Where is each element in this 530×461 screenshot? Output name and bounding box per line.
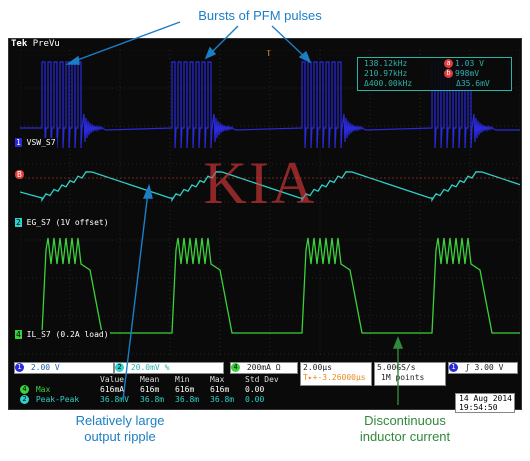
ch4-scale-suffix: Ω	[275, 363, 281, 372]
trigger-level: 3.00 V	[474, 363, 504, 372]
ch4-inductor-current-waveform	[20, 237, 520, 334]
record-length: 1M points	[381, 373, 425, 382]
trigger-position: T▸+-3.26000μs	[303, 373, 366, 382]
annotation-ripple-line1: Relatively large	[75, 413, 165, 428]
ch4-scale-value: 200mA	[246, 363, 271, 372]
ch1-name: VSW_S7	[26, 138, 56, 147]
stats-header-value: Value	[100, 375, 125, 384]
cursor-delta-freq: Δ400.00kHz	[364, 79, 413, 88]
date-text: 14 Aug 2014	[459, 394, 512, 403]
ch2-scale-box[interactable]: 2 20.0mV %	[114, 362, 224, 374]
waveform-display: T	[20, 50, 520, 355]
ch1-switch-waveform	[20, 61, 520, 149]
ch2-label: 2 EG_S7 (1V offset)	[14, 218, 110, 228]
stats-max-min: 616m	[175, 385, 195, 394]
cursor-a-freq: 138.12kHz	[364, 59, 408, 68]
stats-row-pkpk-marker: 2	[20, 395, 29, 404]
acquisition-box[interactable]: 5.00GS/s 1M points	[374, 362, 446, 386]
stats-row-pkpk-name: Peak-Peak	[35, 395, 80, 404]
scope-mode: PreVu	[32, 39, 60, 49]
annotation-pfm-bursts: Bursts of PFM pulses	[198, 8, 322, 23]
cursor-b-dot: b	[444, 69, 453, 78]
stats-header-mean: Mean	[140, 375, 160, 384]
stats-max-mean: 616m	[140, 385, 160, 394]
cursor-delta-volt: Δ35.6mV	[456, 79, 490, 88]
stats-pkpk-max: 36.8m	[210, 395, 235, 404]
trigger-marker-icon: T	[266, 50, 272, 59]
stats-pkpk-mean: 36.8m	[140, 395, 165, 404]
scope-header: Tek PreVu	[8, 38, 522, 50]
trigger-slope-icon: ʃ	[464, 363, 470, 372]
trigger-position-marker: T	[266, 50, 272, 59]
cursor-b-volt: 998mV	[455, 69, 480, 78]
cursor-b-marker: B	[15, 170, 24, 179]
time-text: 19:54:50	[459, 403, 498, 412]
stats-row-max: 4 Max	[20, 385, 50, 395]
ch4-name: IL_S7 (0.2A load)	[26, 330, 109, 339]
cursor-a-volt: 1.03 V	[455, 59, 484, 68]
ch1-marker: 1	[15, 138, 22, 147]
ch4-label: 4 IL_S7 (0.2A load)	[14, 330, 110, 340]
cursor-a-dot: a	[444, 59, 453, 68]
stats-pkpk-min: 36.8m	[175, 395, 200, 404]
cursor-b-freq: 210.97kHz	[364, 69, 408, 78]
ch1-scale-dot: 1	[15, 363, 24, 372]
stats-max-value: 616mA	[100, 385, 125, 394]
measurement-stats-table: Value Mean Min Max Std Dev 4 Max 616mA 6…	[20, 375, 300, 409]
ch2-marker: 2	[15, 218, 22, 227]
annotation-current-line1: Discontinuous	[364, 413, 446, 428]
annotation-current-line2: inductor current	[359, 429, 451, 444]
ch1-label: 1 VSW_S7	[14, 138, 57, 148]
annotation-output-ripple: Relatively large output ripple	[40, 413, 200, 445]
ch2-scale-value: 20.0mV	[130, 363, 160, 372]
stats-row-pkpk: 2 Peak-Peak	[20, 395, 79, 405]
annotation-ripple-line2: output ripple	[84, 429, 156, 444]
ch2-output-ripple-waveform	[20, 171, 520, 203]
stats-pkpk-stddev: 0.00	[245, 395, 265, 404]
ch4-marker: 4	[15, 330, 22, 339]
stats-header-max: Max	[210, 375, 225, 384]
timebase-value: 2.00μs	[303, 363, 332, 372]
ch2-scale-dot: 2	[115, 363, 124, 372]
stats-max-max: 616m	[210, 385, 230, 394]
stats-pkpk-value: 36.8mV	[100, 395, 129, 404]
timebase-box[interactable]: 2.00μs T▸+-3.26000μs	[300, 362, 372, 386]
stats-row-max-marker: 4	[20, 385, 29, 394]
scope-brand: Tek	[11, 39, 28, 49]
ch2-name: EG_S7 (1V offset)	[26, 218, 109, 227]
trigger-box[interactable]: 1 ʃ 3.00 V	[448, 362, 518, 374]
ch4-scale-box[interactable]: 4 200mA Ω	[230, 362, 298, 374]
kia-watermark: KIA	[203, 150, 317, 216]
stats-row-max-name: Max	[35, 385, 51, 394]
ch1-scale-value: 2.00 V	[30, 363, 60, 372]
stats-header-min: Min	[175, 375, 190, 384]
stats-max-stddev: 0.00	[245, 385, 265, 394]
annotation-inductor-current: Discontinuous inductor current	[325, 413, 485, 445]
cursor-b-label: B	[14, 170, 25, 180]
cursor-readout-box: 138.12kHz a 1.03 V 210.97kHz b 998mV Δ40…	[357, 57, 512, 91]
sample-rate: 5.00GS/s	[377, 363, 416, 372]
ch2-scale-suffix: %	[164, 363, 170, 372]
graticule	[20, 50, 520, 355]
ch4-scale-dot: 4	[231, 363, 240, 372]
trigger-channel-dot: 1	[449, 363, 458, 372]
stats-header-stddev: Std Dev	[245, 375, 279, 384]
datetime-box: 14 Aug 2014 19:54:50	[455, 393, 515, 413]
ch1-scale-box[interactable]: 1 2.00 V	[14, 362, 114, 374]
